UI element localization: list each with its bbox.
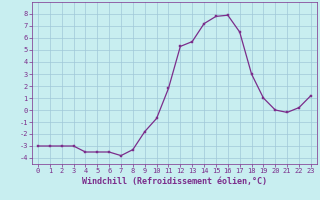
- X-axis label: Windchill (Refroidissement éolien,°C): Windchill (Refroidissement éolien,°C): [82, 177, 267, 186]
